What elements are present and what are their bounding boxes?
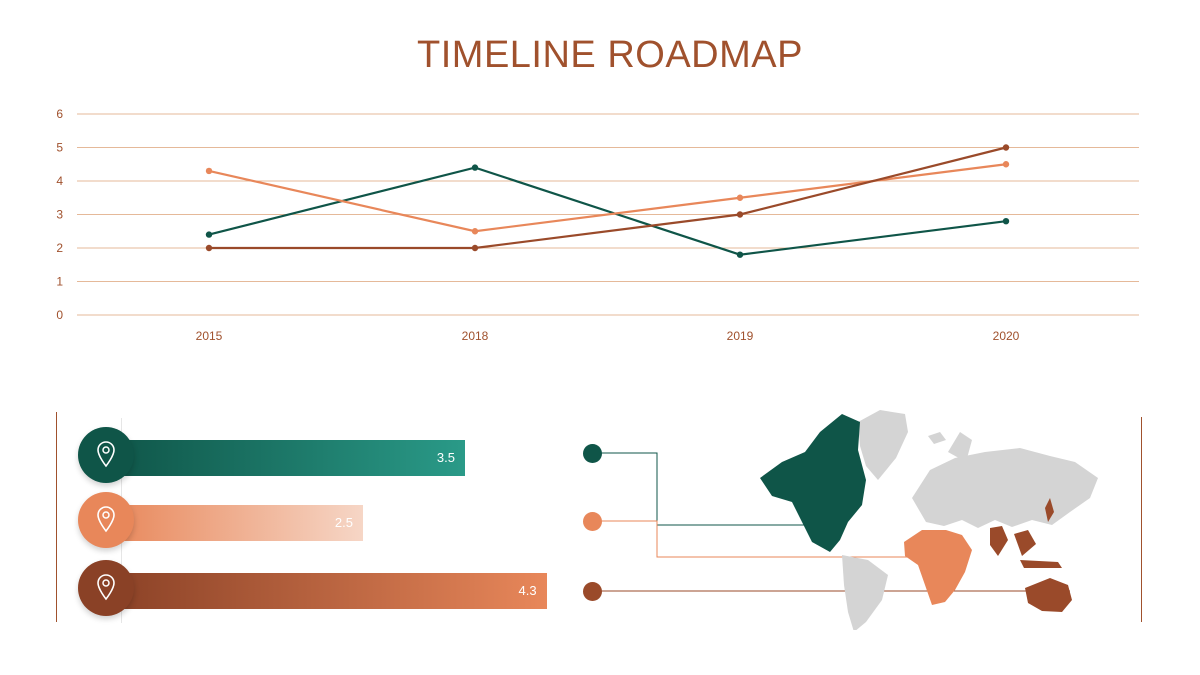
y-tick-label: 0 — [56, 308, 63, 322]
x-tick-label: 2019 — [727, 329, 754, 343]
bar-1-value-label: 3.5 — [436, 450, 455, 465]
southeast-asia — [1014, 530, 1036, 556]
iceland — [928, 432, 946, 444]
location-pin-icon — [97, 441, 115, 468]
connector-teal — [600, 452, 820, 526]
y-tick-label: 5 — [56, 141, 63, 155]
bar-1-marker — [78, 427, 134, 483]
bar-3-marker — [78, 560, 134, 616]
australia — [1025, 578, 1072, 612]
series-3-point — [1002, 144, 1010, 151]
x-tick-label: 2015 — [196, 329, 223, 343]
eurasia — [912, 448, 1098, 528]
scandinavia — [948, 432, 972, 462]
series-1-point — [1002, 218, 1010, 225]
bar-2-marker — [78, 492, 134, 548]
right-divider — [1141, 417, 1142, 622]
series-3-point — [205, 244, 213, 252]
series-2-point — [1002, 161, 1010, 168]
series-line-3 — [209, 146, 1007, 250]
series-3-point — [471, 244, 479, 252]
line-chart: 0 1 2 3 4 5 6 2015 2018 2019 2020 — [56, 107, 1139, 343]
bar-3: 4.3 — [108, 573, 547, 609]
africa — [904, 530, 972, 605]
page-title: TIMELINE ROADMAP — [417, 34, 803, 76]
y-tick-label: 6 — [56, 107, 63, 121]
north-america — [760, 414, 866, 552]
left-divider — [56, 412, 57, 622]
australia-and-southeast-asia — [990, 498, 1072, 612]
series-2-point — [736, 194, 744, 201]
y-tick-label: 1 — [56, 275, 63, 289]
y-tick-label: 4 — [56, 174, 63, 188]
connector-orange — [600, 520, 925, 558]
south-america — [842, 555, 888, 630]
bar-3-value-label: 4.3 — [518, 583, 537, 598]
india — [990, 526, 1008, 556]
x-tick-label: 2020 — [993, 329, 1020, 343]
y-tick-label: 2 — [56, 241, 63, 255]
series-3-point — [736, 211, 744, 218]
series-1-point — [471, 164, 479, 171]
series-1-point — [736, 251, 744, 258]
bar-1: 3.5 — [108, 440, 465, 476]
legend-dot-teal — [583, 444, 602, 463]
series-2-point — [205, 167, 213, 175]
bar-2: 2.5 — [108, 505, 363, 541]
indonesia — [1020, 560, 1062, 568]
greenland — [858, 410, 908, 480]
x-tick-label: 2018 — [462, 329, 489, 343]
series-1-point — [205, 231, 213, 238]
bar-2-value-label: 2.5 — [334, 515, 353, 530]
japan — [1045, 498, 1054, 522]
location-pin-icon — [97, 574, 115, 601]
series-2-point — [471, 228, 479, 235]
legend-dot-brown — [583, 582, 602, 601]
location-pin-icon — [97, 506, 115, 533]
y-tick-label: 3 — [56, 208, 63, 222]
world-map — [760, 410, 1098, 630]
legend-dot-orange — [583, 512, 602, 531]
